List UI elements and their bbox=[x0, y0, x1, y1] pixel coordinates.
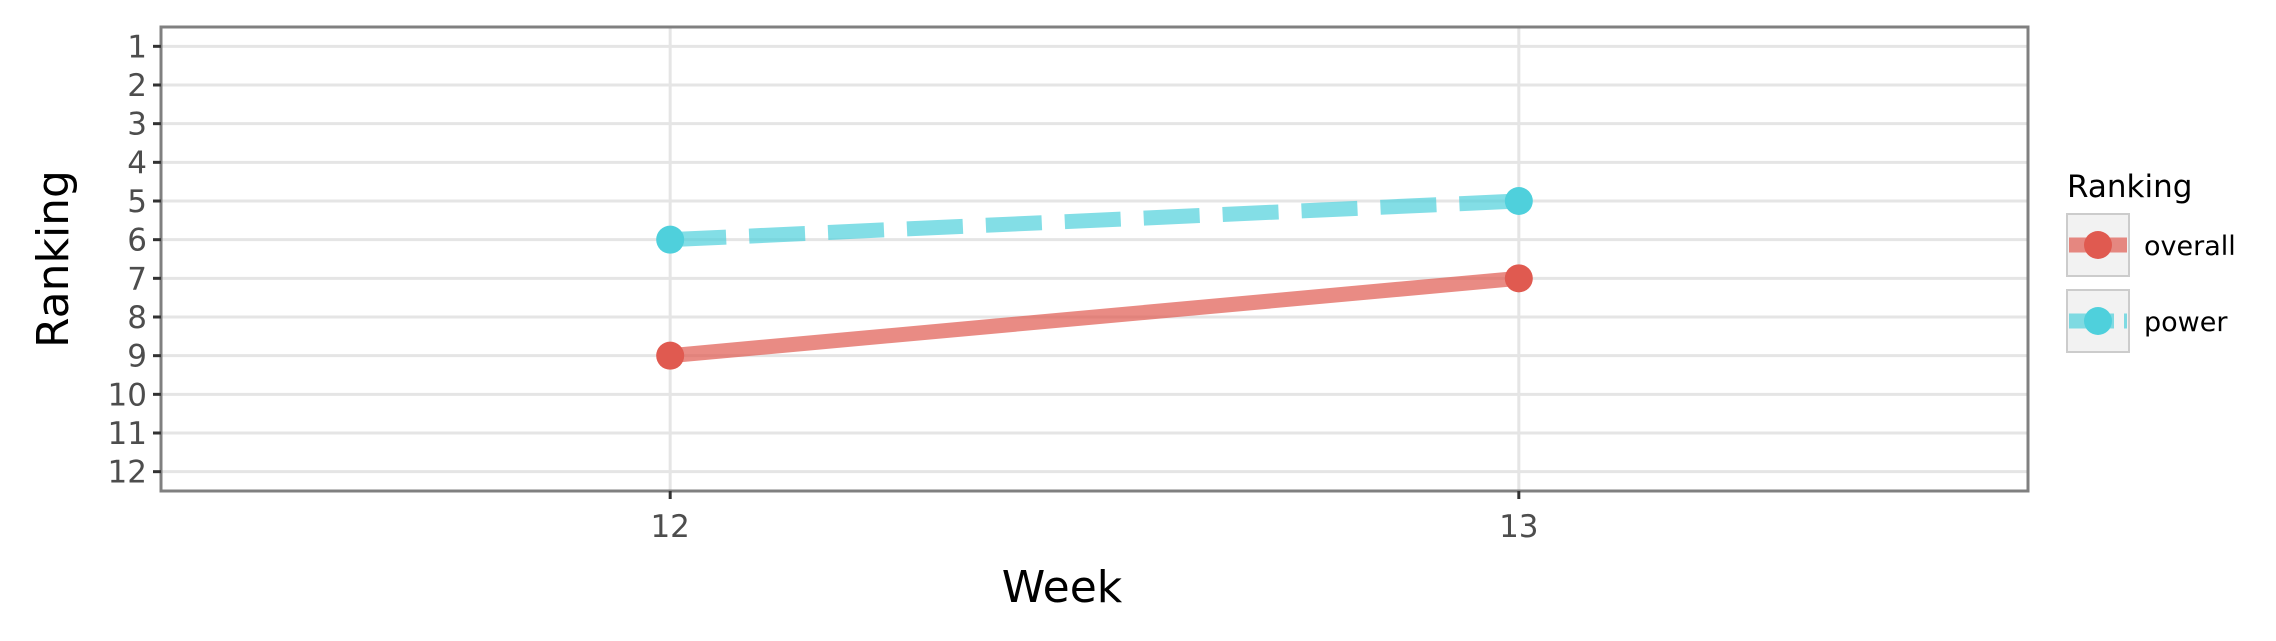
y-tick-label-5: 5 bbox=[127, 184, 147, 220]
y-tick-label-6: 6 bbox=[127, 223, 147, 259]
series-line-power bbox=[669, 193, 1520, 248]
y-tick-label-2: 2 bbox=[127, 68, 147, 104]
legend-label-overall: overall bbox=[2144, 231, 2236, 262]
series-line-overall bbox=[669, 270, 1520, 364]
y-tick-label-8: 8 bbox=[127, 300, 147, 336]
x-tick-label-12: 12 bbox=[650, 509, 689, 545]
legend: Ranking overall power bbox=[2066, 169, 2236, 353]
series-overall bbox=[656, 264, 1533, 370]
x-axis: 12 13 bbox=[650, 491, 1539, 545]
point-overall-week-13 bbox=[1504, 264, 1533, 293]
legend-label-power: power bbox=[2144, 307, 2228, 338]
series-power bbox=[656, 187, 1533, 254]
legend-title: Ranking bbox=[2067, 169, 2192, 205]
y-tick-label-10: 10 bbox=[108, 377, 147, 413]
y-tick-label-4: 4 bbox=[127, 145, 147, 181]
point-power-week-12 bbox=[656, 225, 685, 254]
data-series bbox=[656, 187, 1533, 370]
legend-item-power: power bbox=[2066, 289, 2228, 353]
point-overall-week-12 bbox=[656, 341, 685, 370]
legend-marker-power bbox=[2084, 307, 2112, 335]
y-tick-label-7: 7 bbox=[127, 261, 147, 297]
y-tick-label-12: 12 bbox=[108, 455, 147, 491]
legend-marker-overall bbox=[2084, 231, 2112, 259]
point-power-week-13 bbox=[1504, 187, 1533, 215]
y-tick-label-9: 9 bbox=[127, 339, 147, 375]
y-tick-label-1: 1 bbox=[127, 29, 147, 65]
plot-border bbox=[159, 25, 2030, 493]
legend-item-overall: overall bbox=[2066, 213, 2236, 277]
y-tick-label-11: 11 bbox=[108, 416, 147, 452]
x-tick-label-13: 13 bbox=[1499, 509, 1538, 545]
x-axis-title: Week bbox=[1002, 562, 1123, 613]
grid-lines bbox=[161, 27, 2028, 491]
y-tick-label-3: 3 bbox=[127, 107, 147, 143]
y-axis-title: Ranking bbox=[28, 170, 79, 348]
